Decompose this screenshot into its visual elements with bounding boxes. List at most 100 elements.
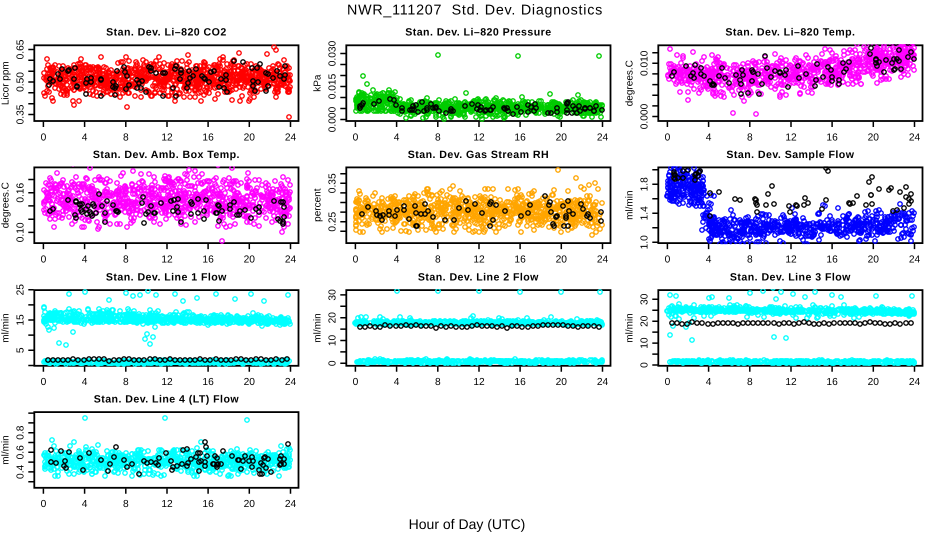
svg-text:24: 24 [597, 132, 609, 143]
svg-text:16: 16 [202, 377, 214, 388]
svg-text:0: 0 [41, 255, 47, 266]
svg-text:0.35: 0.35 [328, 173, 339, 193]
svg-text:8: 8 [435, 132, 441, 143]
svg-text:10: 10 [640, 337, 651, 349]
svg-text:Stan. Dev. Line 3 Flow: Stan. Dev. Line 3 Flow [730, 272, 851, 284]
svg-text:Licor ppm: Licor ppm [0, 61, 11, 105]
svg-text:4: 4 [82, 255, 88, 266]
svg-text:20: 20 [244, 499, 256, 510]
svg-text:1.0: 1.0 [640, 235, 651, 249]
svg-text:0.000: 0.000 [328, 106, 339, 132]
svg-text:ml/min: ml/min [312, 313, 323, 342]
svg-text:8: 8 [123, 255, 129, 266]
svg-text:0: 0 [353, 132, 359, 143]
svg-text:12: 12 [161, 255, 173, 266]
svg-text:4: 4 [82, 132, 88, 143]
svg-text:30: 30 [328, 289, 339, 301]
svg-text:Stan. Dev. Line 1 Flow: Stan. Dev. Line 1 Flow [106, 272, 227, 284]
svg-text:20: 20 [556, 377, 568, 388]
svg-text:24: 24 [285, 499, 297, 510]
svg-text:16: 16 [514, 255, 526, 266]
svg-text:Stan. Dev. Li–820 Pressure: Stan. Dev. Li–820 Pressure [405, 27, 551, 39]
svg-text:0.010: 0.010 [640, 50, 651, 76]
svg-text:20: 20 [328, 312, 339, 324]
svg-text:24: 24 [909, 132, 921, 143]
svg-text:ml/min: ml/min [624, 190, 635, 219]
svg-text:24: 24 [909, 377, 921, 388]
svg-text:kPa: kPa [312, 74, 323, 92]
svg-text:20: 20 [556, 255, 568, 266]
svg-text:20: 20 [244, 255, 256, 266]
svg-text:20: 20 [868, 377, 880, 388]
svg-text:16: 16 [826, 377, 838, 388]
svg-text:0: 0 [665, 377, 671, 388]
svg-text:NWR_111207 Std. Dev. Diagnost: NWR_111207 Std. Dev. Diagnostics [347, 2, 603, 18]
svg-text:0.4: 0.4 [16, 464, 27, 478]
svg-text:degrees.C: degrees.C [624, 60, 635, 106]
svg-text:4: 4 [706, 255, 712, 266]
svg-text:0.015: 0.015 [328, 73, 339, 99]
svg-text:24: 24 [285, 132, 297, 143]
svg-text:0.50: 0.50 [16, 72, 27, 92]
svg-text:12: 12 [785, 377, 797, 388]
svg-text:degrees.C: degrees.C [0, 182, 11, 228]
svg-text:16: 16 [826, 255, 838, 266]
svg-text:4: 4 [706, 132, 712, 143]
svg-text:12: 12 [785, 255, 797, 266]
svg-text:24: 24 [597, 255, 609, 266]
svg-text:0.16: 0.16 [16, 182, 27, 202]
svg-text:25: 25 [16, 284, 27, 296]
svg-text:20: 20 [868, 132, 880, 143]
svg-text:Stan. Dev. Sample Flow: Stan. Dev. Sample Flow [726, 149, 854, 161]
svg-text:ml/min: ml/min [624, 313, 635, 342]
svg-text:4: 4 [394, 255, 400, 266]
svg-text:16: 16 [202, 132, 214, 143]
svg-text:16: 16 [202, 499, 214, 510]
svg-text:20: 20 [640, 315, 651, 327]
svg-text:Hour of Day (UTC): Hour of Day (UTC) [409, 516, 526, 532]
svg-text:12: 12 [161, 377, 173, 388]
svg-text:5: 5 [16, 347, 27, 353]
svg-text:12: 12 [473, 132, 485, 143]
svg-text:0.000: 0.000 [640, 103, 651, 129]
svg-text:24: 24 [909, 255, 921, 266]
svg-text:0: 0 [41, 132, 47, 143]
svg-text:16: 16 [826, 132, 838, 143]
svg-text:0.8: 0.8 [16, 425, 27, 439]
svg-text:1.4: 1.4 [640, 206, 651, 220]
svg-text:0.65: 0.65 [16, 39, 27, 59]
svg-text:12: 12 [161, 499, 173, 510]
svg-text:Stan. Dev. Li–820 CO2: Stan. Dev. Li–820 CO2 [106, 27, 227, 39]
svg-text:Stan. Dev. Line 4 (LT) Flow: Stan. Dev. Line 4 (LT) Flow [94, 394, 240, 406]
svg-text:0.25: 0.25 [328, 211, 339, 231]
svg-text:0.030: 0.030 [328, 40, 339, 66]
svg-text:1.8: 1.8 [640, 177, 651, 191]
svg-text:16: 16 [514, 132, 526, 143]
svg-text:4: 4 [394, 377, 400, 388]
svg-text:20: 20 [868, 255, 880, 266]
svg-text:Stan. Dev. Line 2 Flow: Stan. Dev. Line 2 Flow [418, 272, 539, 284]
svg-text:20: 20 [244, 132, 256, 143]
svg-text:ml/min: ml/min [0, 313, 11, 342]
svg-text:Stan. Dev. Amb. Box Temp.: Stan. Dev. Amb. Box Temp. [93, 149, 240, 161]
svg-text:20: 20 [244, 377, 256, 388]
svg-text:8: 8 [123, 377, 129, 388]
svg-text:0.35: 0.35 [16, 104, 27, 124]
svg-text:4: 4 [82, 499, 88, 510]
svg-text:10: 10 [328, 335, 339, 347]
svg-text:0.6: 0.6 [16, 445, 27, 459]
svg-text:20: 20 [556, 132, 568, 143]
svg-text:12: 12 [473, 255, 485, 266]
svg-text:15: 15 [16, 314, 27, 326]
svg-text:0: 0 [353, 255, 359, 266]
svg-text:24: 24 [285, 255, 297, 266]
svg-text:12: 12 [473, 377, 485, 388]
svg-text:Stan. Dev. Li–820 Temp.: Stan. Dev. Li–820 Temp. [725, 27, 855, 39]
svg-text:8: 8 [123, 132, 129, 143]
svg-text:12: 12 [785, 132, 797, 143]
svg-text:30: 30 [640, 293, 651, 305]
svg-text:24: 24 [597, 377, 609, 388]
svg-text:0: 0 [41, 377, 47, 388]
svg-text:0: 0 [640, 362, 651, 368]
svg-text:8: 8 [435, 255, 441, 266]
